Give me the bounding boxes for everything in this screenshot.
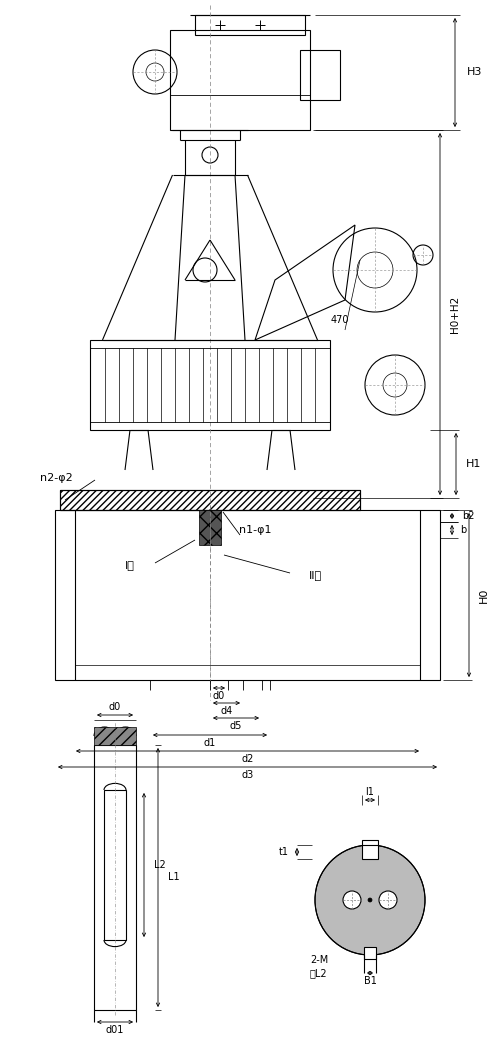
Text: b2: b2 [462, 511, 474, 521]
Bar [364, 947, 376, 959]
Bar [199, 510, 221, 545]
Text: B1: B1 [364, 976, 376, 986]
Text: 2-M: 2-M [310, 955, 328, 965]
Text: 470: 470 [331, 315, 349, 325]
Circle shape [343, 891, 361, 909]
Text: d0: d0 [109, 702, 121, 712]
Bar [195, 15, 305, 35]
Text: d01: d01 [106, 1025, 124, 1035]
Text: H1: H1 [466, 459, 481, 469]
Text: d2: d2 [242, 754, 254, 764]
Text: t1: t1 [279, 847, 289, 857]
Bar [362, 840, 378, 859]
Bar [60, 490, 360, 510]
Text: n1-φ1: n1-φ1 [239, 525, 271, 535]
Bar [90, 340, 330, 430]
Text: d1: d1 [204, 738, 216, 748]
Text: H0+H2: H0+H2 [450, 295, 460, 332]
Text: L2: L2 [154, 860, 166, 870]
Text: l1: l1 [366, 787, 374, 796]
Bar [300, 50, 340, 100]
Text: I型: I型 [125, 560, 135, 570]
Text: b: b [460, 525, 466, 535]
Text: d4: d4 [220, 706, 232, 716]
Bar [170, 30, 310, 130]
Text: 深L2: 深L2 [310, 967, 328, 978]
Text: H0: H0 [479, 587, 489, 603]
Text: n2-φ2: n2-φ2 [40, 473, 73, 483]
Circle shape [368, 898, 372, 902]
Bar [94, 727, 136, 746]
Bar [94, 746, 136, 1010]
Text: II型: II型 [308, 570, 322, 580]
Circle shape [379, 891, 397, 909]
Bar [104, 790, 126, 940]
Bar [60, 490, 360, 510]
Circle shape [315, 845, 425, 955]
Text: d0: d0 [213, 691, 225, 701]
Text: d3: d3 [242, 770, 254, 780]
Text: L1: L1 [168, 873, 179, 883]
Bar [55, 510, 440, 680]
Text: H3: H3 [467, 67, 482, 78]
Text: d5: d5 [230, 721, 242, 731]
